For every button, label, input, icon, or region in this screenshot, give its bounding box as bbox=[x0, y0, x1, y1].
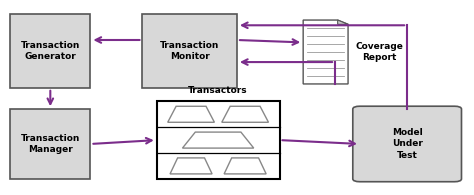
FancyBboxPatch shape bbox=[10, 14, 91, 88]
FancyBboxPatch shape bbox=[143, 14, 237, 88]
Polygon shape bbox=[337, 20, 348, 24]
Text: Model
Under
Test: Model Under Test bbox=[392, 128, 423, 160]
Polygon shape bbox=[303, 20, 348, 84]
Text: Transactors: Transactors bbox=[188, 86, 248, 95]
FancyBboxPatch shape bbox=[156, 101, 280, 179]
Text: Transaction
Monitor: Transaction Monitor bbox=[160, 41, 219, 61]
FancyBboxPatch shape bbox=[353, 106, 462, 182]
Text: Coverage
Report: Coverage Report bbox=[355, 42, 403, 62]
FancyBboxPatch shape bbox=[10, 109, 91, 179]
Text: Transaction
Manager: Transaction Manager bbox=[21, 134, 80, 154]
Text: Transaction
Generator: Transaction Generator bbox=[21, 41, 80, 61]
